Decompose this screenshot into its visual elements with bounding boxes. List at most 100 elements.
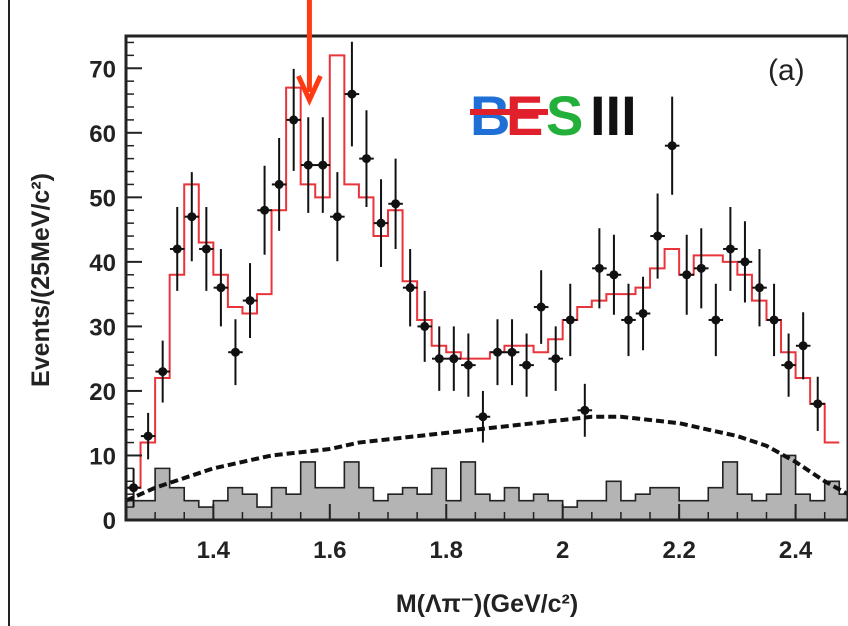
y-tick-label: 0 bbox=[103, 508, 116, 535]
data-point bbox=[300, 117, 316, 213]
data-point bbox=[286, 68, 301, 171]
data-marker bbox=[754, 283, 764, 293]
data-point bbox=[461, 333, 476, 397]
data-point bbox=[766, 283, 782, 357]
data-point bbox=[402, 248, 418, 327]
data-point bbox=[810, 376, 826, 431]
data-point bbox=[184, 172, 200, 262]
data-marker bbox=[391, 199, 401, 209]
data-point bbox=[562, 283, 578, 357]
down-arrow-icon bbox=[296, 0, 323, 107]
data-marker bbox=[682, 270, 692, 280]
data-point bbox=[228, 319, 243, 386]
data-marker bbox=[711, 315, 721, 325]
data-marker bbox=[449, 354, 459, 364]
data-point bbox=[417, 290, 432, 362]
data-point bbox=[635, 276, 651, 351]
x-tick-label: 2.4 bbox=[779, 537, 813, 564]
data-point bbox=[650, 193, 665, 279]
data-point bbox=[504, 319, 520, 386]
data-point bbox=[708, 283, 724, 357]
data-point bbox=[344, 41, 360, 147]
data-marker bbox=[434, 354, 444, 364]
data-marker bbox=[332, 212, 342, 222]
logo-iii: III bbox=[590, 84, 637, 147]
data-marker bbox=[361, 154, 371, 164]
data-marker bbox=[463, 360, 473, 370]
data-marker bbox=[594, 263, 604, 273]
data-marker bbox=[420, 321, 430, 331]
data-point bbox=[548, 326, 563, 391]
y-axis-title: Events/(25MeV/c²) bbox=[27, 173, 55, 387]
y-tick-label: 10 bbox=[89, 443, 116, 470]
data-point bbox=[679, 234, 694, 315]
data-point bbox=[271, 137, 287, 231]
data-marker bbox=[172, 244, 182, 254]
data-marker bbox=[551, 354, 561, 364]
data-marker bbox=[522, 360, 532, 370]
data-point bbox=[140, 412, 156, 460]
data-marker bbox=[536, 302, 546, 312]
panel-label: (a) bbox=[768, 54, 805, 87]
data-point bbox=[533, 270, 549, 344]
logo-e: E bbox=[506, 84, 543, 147]
data-marker bbox=[623, 315, 633, 325]
data-point bbox=[664, 96, 680, 195]
bes3-logo: B E S III bbox=[470, 84, 637, 147]
data-point bbox=[199, 207, 214, 291]
data-point bbox=[431, 326, 447, 391]
x-tick-label: 1.4 bbox=[197, 537, 231, 564]
data-marker bbox=[638, 308, 648, 318]
data-marker bbox=[696, 263, 706, 273]
data-marker bbox=[143, 431, 153, 441]
data-point bbox=[169, 207, 185, 291]
data-point bbox=[490, 319, 505, 386]
arrow-head bbox=[296, 74, 323, 107]
data-marker bbox=[158, 367, 168, 377]
y-tick-label: 60 bbox=[89, 121, 116, 148]
data-marker bbox=[405, 283, 415, 293]
data-marker bbox=[725, 244, 735, 254]
background-shape-line bbox=[125, 414, 848, 503]
x-tick-label: 1.8 bbox=[430, 537, 463, 564]
plot-area bbox=[125, 41, 848, 521]
logo-b: B bbox=[470, 84, 510, 147]
y-tick-label: 20 bbox=[89, 379, 116, 406]
data-marker bbox=[769, 315, 779, 325]
data-point bbox=[693, 228, 709, 309]
x-tick-label: 1.6 bbox=[313, 537, 346, 564]
data-marker bbox=[260, 205, 270, 215]
data-point bbox=[475, 390, 491, 443]
x-tick-label: 2.2 bbox=[662, 537, 695, 564]
data-marker bbox=[318, 160, 328, 170]
data-point bbox=[621, 283, 636, 357]
data-point bbox=[519, 333, 534, 397]
data-point bbox=[242, 263, 258, 339]
data-point bbox=[577, 383, 593, 437]
data-marker bbox=[580, 405, 590, 415]
data-point bbox=[373, 179, 389, 268]
data-marker bbox=[289, 115, 299, 125]
data-marker bbox=[492, 347, 502, 357]
logo-s: S bbox=[546, 84, 583, 147]
data-marker bbox=[230, 347, 240, 357]
y-tick-label: 70 bbox=[89, 56, 116, 83]
data-marker bbox=[274, 179, 284, 189]
data-marker bbox=[303, 160, 313, 170]
data-marker bbox=[609, 270, 619, 280]
data-point bbox=[606, 234, 622, 315]
data-marker bbox=[667, 141, 677, 151]
data-marker bbox=[187, 212, 197, 222]
data-marker bbox=[129, 483, 139, 493]
data-point bbox=[592, 228, 607, 309]
y-tick-label: 30 bbox=[89, 314, 116, 341]
data-marker bbox=[813, 399, 823, 409]
data-point bbox=[781, 333, 796, 397]
data-point bbox=[737, 221, 753, 303]
data-marker bbox=[201, 244, 211, 254]
data-marker bbox=[565, 315, 575, 325]
data-marker bbox=[798, 341, 808, 351]
data-point bbox=[126, 468, 141, 508]
data-marker bbox=[347, 89, 357, 99]
